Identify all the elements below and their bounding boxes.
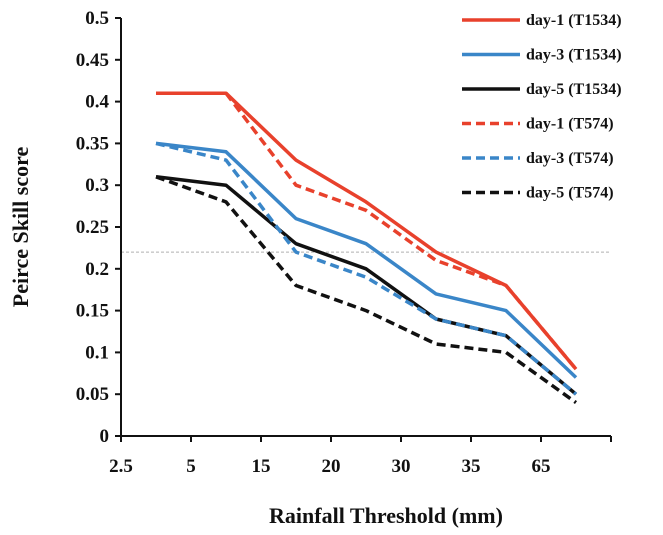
x-tick-label: 15: [252, 456, 271, 477]
series-line-2: [155, 141, 578, 379]
legend-label: day-3 (T574): [526, 150, 614, 167]
x-ticks: 2.5 5 15 20 30 35 65: [109, 436, 612, 477]
series-line-5: [155, 141, 578, 396]
x-tick-label: 20: [322, 456, 341, 477]
x-tick-label: 65: [532, 456, 551, 477]
y-ticks: 0 0.05 0.1 0.15 0.2 0.25 0.3 0.35 0.4 0.45 0.5: [76, 8, 121, 447]
series-lines: [155, 91, 578, 405]
y-tick-label: 0.2: [85, 259, 109, 280]
series-line-6: [155, 175, 578, 405]
legend-label: day-1 (T1534): [526, 12, 622, 29]
series-line-1: [156, 91, 578, 371]
y-tick-label: 0.15: [76, 301, 109, 322]
y-tick-label: 0.25: [76, 217, 109, 238]
y-axis-title: Peirce Skill score: [8, 147, 33, 308]
x-tick-label: 2.5: [109, 456, 133, 477]
y-tick-label: 0: [100, 426, 110, 447]
x-tick-label: 35: [462, 456, 481, 477]
legend-label: day-5 (T574): [526, 185, 614, 202]
series-line-4: [156, 91, 578, 371]
legend-label: day-1 (T574): [526, 116, 614, 133]
legend-label: day-3 (T1534): [526, 47, 622, 64]
x-tick-label: 30: [392, 456, 411, 477]
legend: day-1 (T1534) day-3 (T1534) day-5 (T1534) d…: [462, 12, 622, 202]
x-tick-label: 5: [186, 456, 196, 477]
y-tick-label: 0.5: [85, 8, 109, 29]
legend-label: day-5 (T1534): [526, 81, 622, 98]
y-tick-label: 0.4: [85, 92, 109, 113]
series-line-3: [155, 175, 578, 396]
y-tick-label: 0.3: [85, 175, 109, 196]
x-axis-title: Rainfall Threshold (mm): [269, 503, 503, 528]
y-tick-label: 0.45: [76, 50, 109, 71]
y-tick-label: 0.05: [76, 384, 109, 405]
y-tick-label: 0.1: [85, 342, 109, 363]
y-tick-label: 0.35: [76, 133, 109, 154]
